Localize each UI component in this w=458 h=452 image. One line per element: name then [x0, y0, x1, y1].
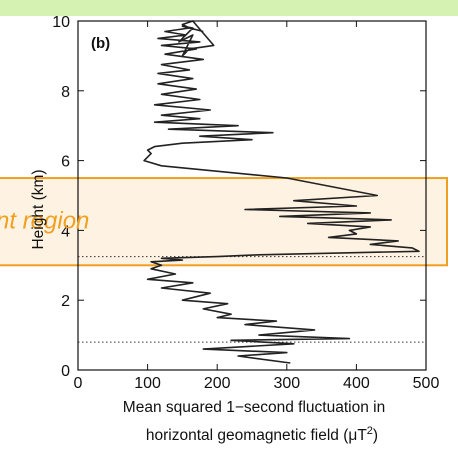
y-axis-title: Height (km): [30, 169, 47, 249]
x-tick-label: 0: [74, 375, 83, 392]
x-axis-title-line2: horizontal geomagnetic field (μT2): [146, 425, 378, 444]
y-tick-label: 0: [61, 363, 70, 380]
x-axis-title-line1: Mean squared 1−second fluctuation in: [123, 399, 385, 416]
x-tick-label: 400: [343, 375, 370, 392]
y-tick-label: 6: [61, 154, 70, 171]
y-tick-label: 10: [52, 14, 70, 31]
x-tick-label: 200: [204, 375, 231, 392]
x-tick-label: 100: [134, 375, 161, 392]
y-tick-label: 2: [61, 293, 70, 310]
x-axis-title-main: horizontal geomagnetic field (μT: [146, 427, 367, 444]
panel-label: (b): [91, 35, 110, 52]
x-tick-label: 500: [413, 375, 440, 392]
reference-lines: [78, 257, 426, 343]
y-tick-label: 8: [61, 84, 70, 101]
x-axis-title-close: ): [373, 427, 378, 444]
x-tick-label: 300: [273, 375, 300, 392]
